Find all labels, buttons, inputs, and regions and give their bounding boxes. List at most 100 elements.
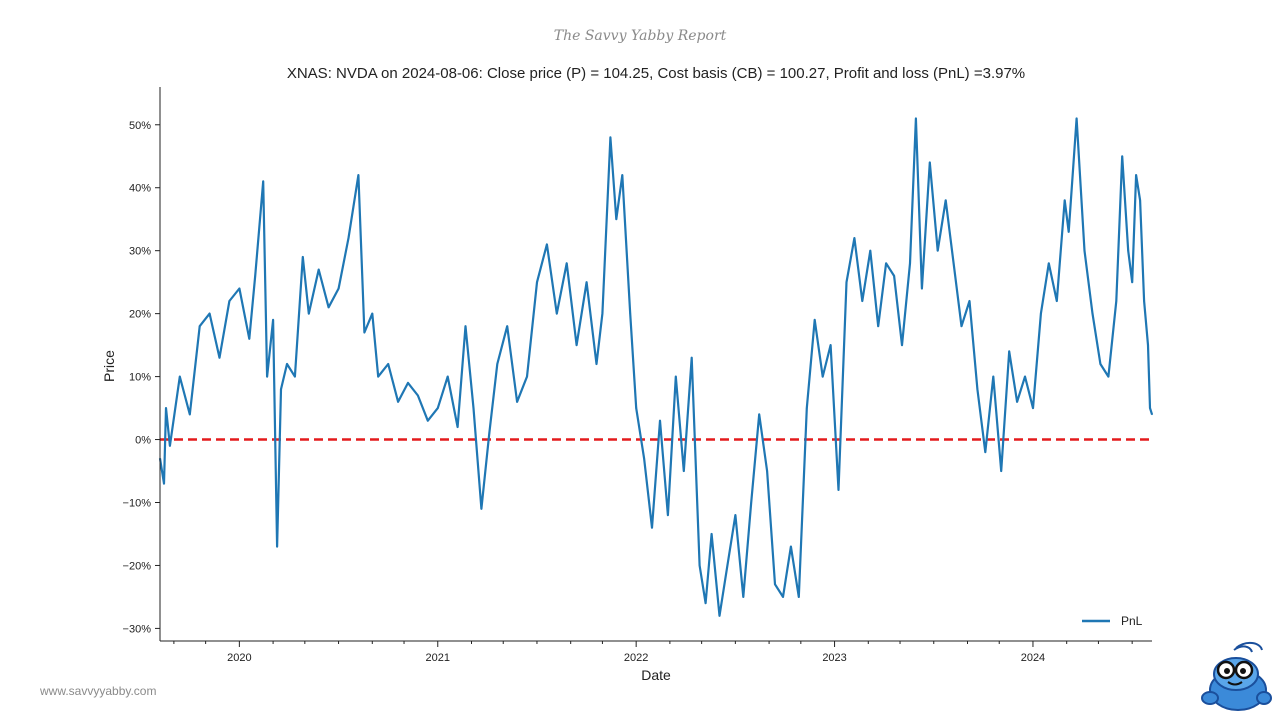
data-point bbox=[837, 489, 840, 491]
data-point bbox=[575, 344, 578, 346]
data-point bbox=[546, 243, 548, 246]
legend-label-pnl: PnL bbox=[1121, 614, 1143, 628]
data-point bbox=[698, 564, 701, 567]
data-point bbox=[675, 375, 677, 378]
data-point bbox=[750, 501, 753, 504]
data-point bbox=[480, 507, 483, 510]
data-point bbox=[1107, 375, 1110, 378]
data-point bbox=[276, 545, 278, 548]
data-point bbox=[853, 237, 856, 239]
data-point bbox=[682, 470, 685, 472]
footer-url: www.savvyyabby.com bbox=[40, 684, 157, 698]
data-point bbox=[1099, 363, 1102, 365]
x-tick-label: 2020 bbox=[227, 652, 251, 664]
data-point bbox=[427, 419, 429, 422]
data-point bbox=[536, 281, 538, 283]
data-point bbox=[337, 287, 340, 290]
data-point bbox=[347, 237, 350, 239]
data-point bbox=[169, 445, 171, 447]
data-point bbox=[915, 117, 917, 120]
data-point bbox=[992, 375, 995, 378]
data-point bbox=[397, 400, 399, 403]
y-tick-label: 40% bbox=[129, 183, 151, 195]
data-point bbox=[659, 419, 661, 422]
data-point bbox=[798, 596, 800, 598]
data-point bbox=[609, 136, 612, 139]
data-point bbox=[377, 375, 380, 378]
data-point bbox=[585, 281, 588, 283]
data-point bbox=[893, 275, 895, 277]
data-point bbox=[516, 400, 518, 403]
data-point bbox=[667, 514, 669, 516]
data-point bbox=[254, 275, 257, 277]
data-point bbox=[629, 312, 632, 315]
data-point bbox=[821, 375, 824, 378]
data-point bbox=[1149, 407, 1151, 409]
data-point bbox=[944, 199, 947, 202]
data-point bbox=[829, 344, 832, 346]
data-point bbox=[1131, 281, 1133, 283]
data-point bbox=[710, 533, 713, 535]
data-point bbox=[188, 413, 191, 416]
data-point bbox=[734, 514, 737, 516]
data-point bbox=[407, 382, 409, 384]
data-point bbox=[228, 300, 231, 302]
data-point bbox=[643, 457, 645, 460]
data-point bbox=[436, 407, 439, 409]
data-point bbox=[1115, 300, 1118, 302]
data-point bbox=[1055, 300, 1058, 302]
data-point bbox=[877, 325, 880, 328]
data-point bbox=[327, 306, 330, 309]
data-point bbox=[1008, 350, 1010, 353]
data-point bbox=[1139, 199, 1141, 202]
data-point bbox=[690, 356, 693, 359]
data-point bbox=[272, 319, 274, 321]
data-point bbox=[506, 325, 509, 328]
data-point bbox=[1040, 312, 1042, 315]
x-tick-label: 2023 bbox=[822, 652, 846, 664]
data-point bbox=[651, 526, 653, 529]
legend: PnL bbox=[1082, 614, 1143, 628]
x-tick-label: 2021 bbox=[426, 652, 450, 664]
data-point bbox=[621, 174, 624, 176]
data-point bbox=[790, 545, 792, 548]
y-tick-label: 20% bbox=[129, 309, 151, 321]
y-tick-label: 30% bbox=[129, 246, 151, 258]
data-point bbox=[601, 312, 604, 315]
data-point bbox=[928, 161, 931, 164]
data-point bbox=[869, 249, 872, 252]
data-point bbox=[1121, 155, 1124, 158]
data-point bbox=[615, 218, 618, 221]
data-point bbox=[262, 180, 264, 183]
data-point bbox=[805, 407, 808, 409]
data-point bbox=[704, 602, 707, 605]
data-point bbox=[976, 388, 979, 390]
data-point bbox=[1024, 375, 1026, 378]
data-point bbox=[885, 262, 887, 265]
data-point bbox=[417, 394, 419, 397]
data-point bbox=[179, 375, 181, 378]
data-point bbox=[960, 325, 963, 328]
data-point bbox=[488, 432, 491, 435]
data-point bbox=[302, 256, 304, 258]
ticks-layer: −30% −20% −10% 0% 10% 20% 30% 40% 50% 2020 2021 202… bbox=[123, 120, 1133, 664]
data-point bbox=[845, 281, 848, 283]
data-point bbox=[280, 388, 282, 390]
data-point bbox=[526, 375, 528, 378]
x-tick-label: 2022 bbox=[624, 652, 648, 664]
data-point bbox=[371, 312, 374, 315]
data-point bbox=[1091, 312, 1094, 315]
y-tick-label: −30% bbox=[123, 623, 152, 635]
x-axis-label: Date bbox=[641, 667, 671, 683]
data-point bbox=[565, 262, 568, 265]
y-tick-label: −10% bbox=[123, 498, 152, 510]
series-layer bbox=[158, 117, 1154, 617]
data-point bbox=[952, 262, 955, 265]
data-point bbox=[1016, 400, 1018, 403]
data-point bbox=[1048, 262, 1050, 265]
data-point bbox=[464, 325, 467, 328]
data-point bbox=[238, 287, 241, 290]
data-point bbox=[758, 413, 760, 416]
data-point bbox=[165, 407, 167, 409]
data-point bbox=[446, 375, 449, 378]
